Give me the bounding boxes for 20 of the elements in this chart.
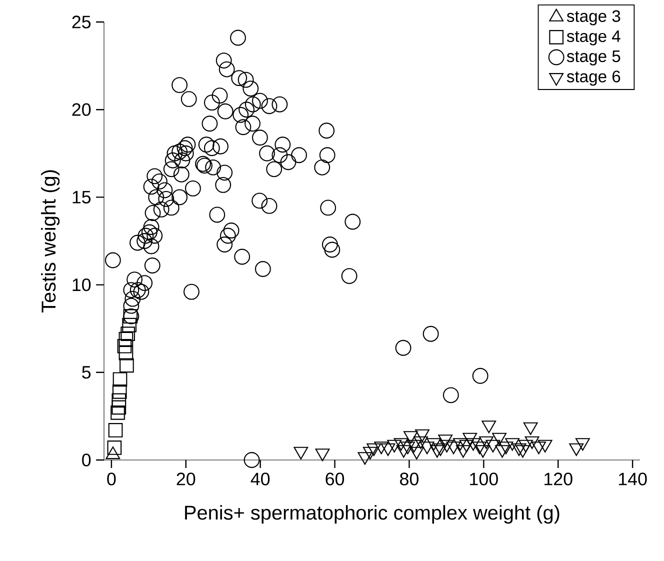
y-tick-label: 5 <box>82 366 91 379</box>
x-tick-label: 60 <box>326 472 344 486</box>
x-tick-label: 20 <box>176 472 196 486</box>
legend-label: stage 3 <box>566 10 620 26</box>
y-axis-title: Testis weight (g) <box>41 170 60 313</box>
legend-label: stage 4 <box>566 30 620 46</box>
x-tick-label: 120 <box>544 472 572 486</box>
legend-label: stage 6 <box>566 70 620 86</box>
y-tick-label: 10 <box>72 278 91 292</box>
x-tick-label: 80 <box>400 472 418 486</box>
legend-label: stage 5 <box>566 50 620 66</box>
x-tick-label: 100 <box>470 472 498 486</box>
y-tick-label: 0 <box>82 454 91 466</box>
x-tick-label: 140 <box>618 472 647 486</box>
x-axis-title: Penis+ spermatophoric complex weight (g) <box>185 505 560 524</box>
x-tick-label: 40 <box>250 472 270 486</box>
x-tick-label: 0 <box>107 472 116 486</box>
y-tick-label: 20 <box>72 103 91 116</box>
y-tick-label: 15 <box>72 190 91 204</box>
y-tick-label: 25 <box>72 16 91 28</box>
